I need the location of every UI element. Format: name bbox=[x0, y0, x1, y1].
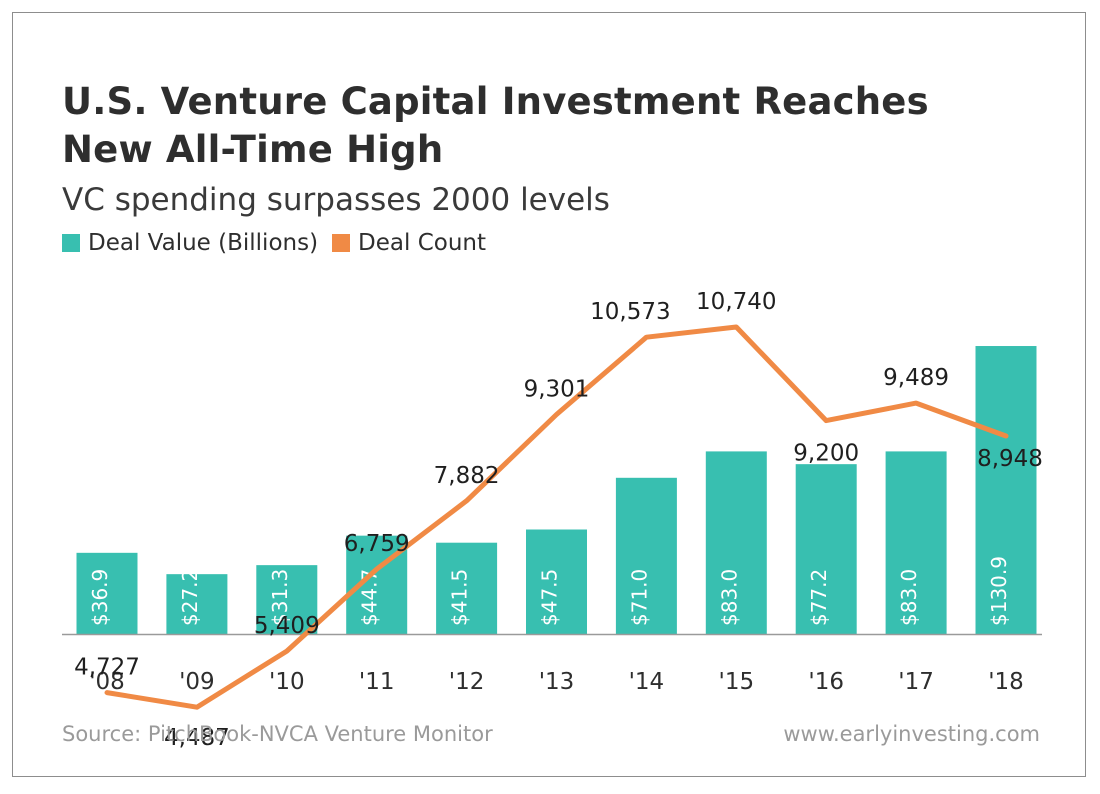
bar-value-label-9: $83.0 bbox=[897, 569, 921, 626]
chart-frame bbox=[12, 12, 1086, 777]
legend-label-deal-value: Deal Value (Billions) bbox=[88, 230, 319, 256]
line-value-label-10: 8,948 bbox=[977, 446, 1043, 472]
line-value-label-5: 9,301 bbox=[524, 376, 590, 402]
bar-value-label-0: $36.9 bbox=[88, 569, 112, 626]
bar-deal-value-5 bbox=[526, 529, 587, 634]
bar-deal-value-10 bbox=[975, 346, 1037, 634]
line-value-label-7: 10,740 bbox=[696, 289, 776, 315]
bar-deal-value-1 bbox=[166, 574, 228, 634]
bar-value-label-8: $77.2 bbox=[807, 569, 831, 626]
chart-subtitle: VC spending surpasses 2000 levels bbox=[62, 182, 610, 218]
x-tick-label-9: '17 bbox=[898, 669, 934, 695]
x-tick-label-8: '16 bbox=[808, 669, 844, 695]
bar-value-label-1: $27.2 bbox=[178, 569, 202, 626]
x-tick-label-4: '12 bbox=[449, 669, 485, 695]
deal-count-line bbox=[104, 324, 1009, 710]
bar-value-label-7: $83.0 bbox=[717, 569, 741, 626]
legend-swatch-deal-value bbox=[62, 234, 80, 252]
line-value-label-2: 5,409 bbox=[254, 613, 320, 639]
line-value-label-8: 9,200 bbox=[793, 441, 859, 467]
legend-item-deal-count: Deal Count bbox=[332, 230, 486, 256]
line-value-label-4: 7,882 bbox=[434, 463, 500, 489]
bar-value-label-4: $41.5 bbox=[448, 569, 472, 626]
website-credit: www.earlyinvesting.com bbox=[783, 722, 1040, 746]
legend-item-deal-value: Deal Value (Billions) bbox=[62, 230, 318, 256]
bar-value-label-10: $130.9 bbox=[987, 556, 1011, 626]
bar-value-label-5: $47.5 bbox=[538, 569, 562, 626]
legend-label-deal-count: Deal Count bbox=[358, 230, 487, 256]
bar-deal-value-2 bbox=[256, 565, 318, 634]
x-tick-label-5: '13 bbox=[539, 669, 575, 695]
bar-deal-value-9 bbox=[885, 451, 947, 634]
x-tick-label-1: '09 bbox=[179, 669, 215, 695]
x-tick-label-7: '15 bbox=[719, 669, 755, 695]
bar-deal-value-7 bbox=[705, 451, 767, 634]
bar-deal-value-8 bbox=[795, 464, 857, 634]
line-value-label-6: 10,573 bbox=[590, 299, 670, 325]
x-tick-label-2: '10 bbox=[269, 669, 305, 695]
chart-title-line-1: U.S. Venture Capital Investment Reaches bbox=[62, 80, 929, 123]
line-value-label-0: 4,727 bbox=[74, 655, 140, 681]
bar-deal-value-4 bbox=[436, 542, 498, 634]
bar-value-label-6: $71.0 bbox=[627, 569, 651, 626]
source-note: Source: PitchBook-NVCA Venture Monitor bbox=[62, 722, 493, 746]
chart-title-line-2: New All-Time High bbox=[62, 128, 444, 171]
line-value-label-9: 9,489 bbox=[883, 365, 949, 391]
line-value-label-1: 4,487 bbox=[164, 725, 230, 751]
bar-deal-value-6 bbox=[615, 477, 677, 634]
chart-legend: Deal Value (Billions) Deal Count bbox=[62, 230, 500, 256]
line-value-label-3: 6,759 bbox=[344, 531, 410, 557]
x-tick-label-6: '14 bbox=[629, 669, 665, 695]
x-tick-label-3: '11 bbox=[359, 669, 395, 695]
bar-deal-value-0 bbox=[76, 552, 138, 634]
x-tick-label-10: '18 bbox=[988, 669, 1024, 695]
bar-value-label-2: $31.3 bbox=[268, 569, 292, 626]
legend-swatch-deal-count bbox=[332, 234, 351, 252]
